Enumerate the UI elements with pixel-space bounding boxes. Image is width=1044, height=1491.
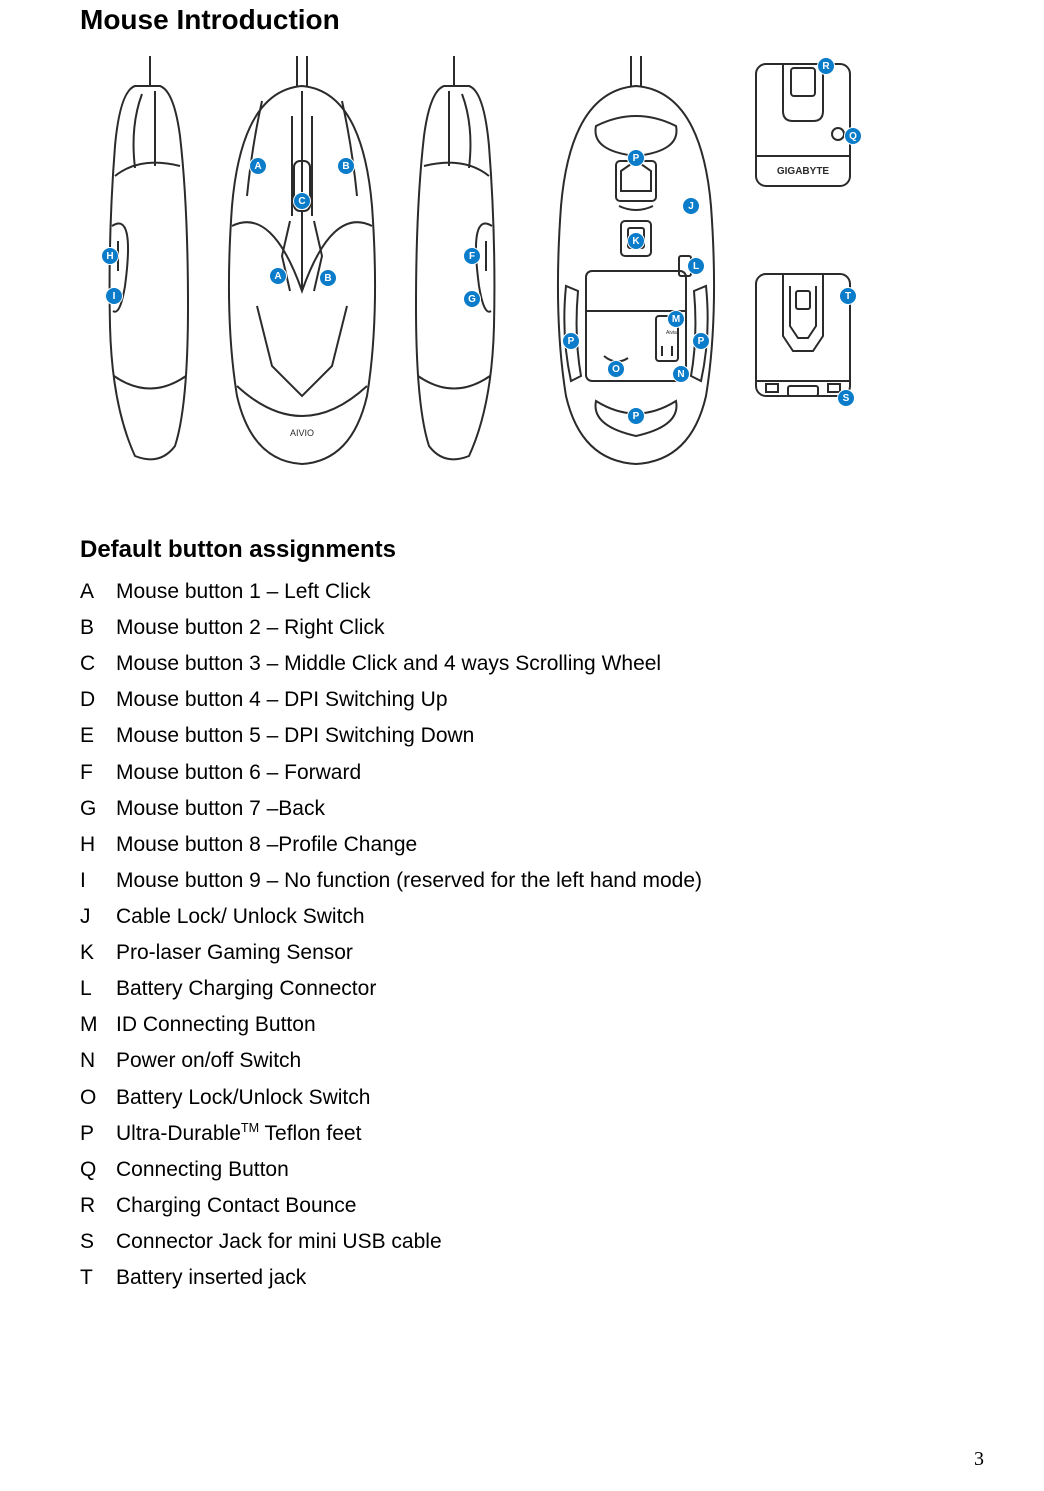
assignment-text: Mouse button 8 –Profile Change — [116, 827, 417, 863]
assignment-text: Power on/off Switch — [116, 1043, 301, 1079]
assignment-text: Ultra-DurableTM Teflon feet — [116, 1116, 361, 1152]
diagram-row: HI AIVIO ABCAB — [80, 56, 964, 466]
assignment-row: IMouse button 9 – No function (reserved … — [80, 863, 964, 899]
svg-text:AIVIO: AIVIO — [290, 428, 314, 438]
assignment-text: Connector Jack for mini USB cable — [116, 1224, 442, 1260]
assignment-text: Connecting Button — [116, 1152, 289, 1188]
assignment-text: Charging Contact Bounce — [116, 1188, 357, 1224]
assignment-letter: J — [80, 899, 116, 935]
diagram-label-t: T — [839, 287, 857, 305]
assignment-row: SConnector Jack for mini USB cable — [80, 1224, 964, 1260]
assignments-list: AMouse button 1 – Left ClickBMouse butto… — [80, 574, 964, 1296]
assignment-letter: M — [80, 1007, 116, 1043]
brand-text: GIGABYTE — [777, 166, 830, 177]
assignment-letter: D — [80, 682, 116, 718]
diagram-label-p: P — [562, 332, 580, 350]
assignment-letter: S — [80, 1224, 116, 1260]
assignment-letter: F — [80, 755, 116, 791]
assignment-row: KPro-laser Gaming Sensor — [80, 935, 964, 971]
page-title: Mouse Introduction — [80, 0, 964, 36]
assignment-text: Mouse button 3 – Middle Click and 4 ways… — [116, 646, 661, 682]
diagram-label-g: G — [463, 290, 481, 308]
assignment-letter: K — [80, 935, 116, 971]
assignment-row: PUltra-DurableTM Teflon feet — [80, 1116, 964, 1152]
assignment-letter: L — [80, 971, 116, 1007]
assignment-text: Mouse button 4 – DPI Switching Up — [116, 682, 448, 718]
assignment-text: Mouse button 7 –Back — [116, 791, 325, 827]
page-number: 3 — [974, 1448, 984, 1471]
assignment-row: CMouse button 3 – Middle Click and 4 way… — [80, 646, 964, 682]
assignment-row: MID Connecting Button — [80, 1007, 964, 1043]
assignment-letter: H — [80, 827, 116, 863]
assignment-text: Mouse button 6 – Forward — [116, 755, 361, 791]
diagram-label-q: Q — [844, 127, 862, 145]
assignment-text: Battery Charging Connector — [116, 971, 376, 1007]
mouse-top-view: AIVIO A B C A B — [212, 56, 392, 466]
assignment-text: Mouse button 9 – No function (reserved f… — [116, 863, 702, 899]
assignment-letter: Q — [80, 1152, 116, 1188]
diagram-label-n: N — [672, 365, 690, 383]
diagram-label-f: F — [463, 247, 481, 265]
assignment-letter: C — [80, 646, 116, 682]
assignment-letter: P — [80, 1116, 116, 1152]
diagram-label-i: I — [105, 287, 123, 305]
mouse-bottom-view: Aivia PJKLMPPONP — [536, 56, 736, 466]
diagram-label-o: O — [607, 360, 625, 378]
assignment-text: Battery Lock/Unlock Switch — [116, 1080, 370, 1116]
diagram-label-b: B — [337, 157, 355, 175]
assignment-text: Mouse button 2 – Right Click — [116, 610, 384, 646]
assignment-letter: N — [80, 1043, 116, 1079]
diagram-label-a: A — [249, 157, 267, 175]
assignment-row: LBattery Charging Connector — [80, 971, 964, 1007]
assignment-text: Mouse button 5 – DPI Switching Down — [116, 718, 474, 754]
assignment-letter: A — [80, 574, 116, 610]
assignment-text: Pro-laser Gaming Sensor — [116, 935, 353, 971]
assignment-text: Battery inserted jack — [116, 1260, 306, 1296]
assignment-row: NPower on/off Switch — [80, 1043, 964, 1079]
mouse-side-right-view: FG — [404, 56, 524, 466]
svg-text:Aivia: Aivia — [666, 330, 677, 336]
assignment-row: JCable Lock/ Unlock Switch — [80, 899, 964, 935]
assignment-letter: I — [80, 863, 116, 899]
diagram-label-s: S — [837, 389, 855, 407]
assignment-row: GMouse button 7 –Back — [80, 791, 964, 827]
diagram-label-p: P — [627, 149, 645, 167]
assignment-row: QConnecting Button — [80, 1152, 964, 1188]
diagram-label-m: M — [667, 310, 685, 328]
diagram-label-c: C — [293, 192, 311, 210]
assignments-title: Default button assignments — [80, 536, 964, 564]
assignment-row: BMouse button 2 – Right Click — [80, 610, 964, 646]
diagram-label-l: L — [687, 257, 705, 275]
assignment-row: EMouse button 5 – DPI Switching Down — [80, 718, 964, 754]
assignment-row: RCharging Contact Bounce — [80, 1188, 964, 1224]
assignment-row: TBattery inserted jack — [80, 1260, 964, 1296]
assignment-letter: R — [80, 1188, 116, 1224]
assignment-letter: E — [80, 718, 116, 754]
diagram-label-r: R — [817, 57, 835, 75]
assignment-letter: O — [80, 1080, 116, 1116]
diagram-label-h: H — [101, 247, 119, 265]
mouse-side-left-view: HI — [80, 56, 200, 466]
assignment-letter: T — [80, 1260, 116, 1296]
diagram-label-b: B — [319, 269, 337, 287]
assignment-row: HMouse button 8 –Profile Change — [80, 827, 964, 863]
diagram-label-a: A — [269, 267, 287, 285]
diagram-label-p: P — [692, 332, 710, 350]
assignment-text: ID Connecting Button — [116, 1007, 316, 1043]
assignment-row: OBattery Lock/Unlock Switch — [80, 1080, 964, 1116]
dongle-bottom-view: TS — [748, 266, 858, 406]
assignment-letter: B — [80, 610, 116, 646]
assignment-row: FMouse button 6 – Forward — [80, 755, 964, 791]
assignment-row: AMouse button 1 – Left Click — [80, 574, 964, 610]
diagram-label-k: K — [627, 232, 645, 250]
assignment-text: Mouse button 1 – Left Click — [116, 574, 370, 610]
assignment-letter: G — [80, 791, 116, 827]
assignment-row: DMouse button 4 – DPI Switching Up — [80, 682, 964, 718]
dongle-top-view: GIGABYTE RQ — [748, 56, 858, 196]
diagram-label-p: P — [627, 407, 645, 425]
assignment-text: Cable Lock/ Unlock Switch — [116, 899, 365, 935]
diagram-label-j: J — [682, 197, 700, 215]
